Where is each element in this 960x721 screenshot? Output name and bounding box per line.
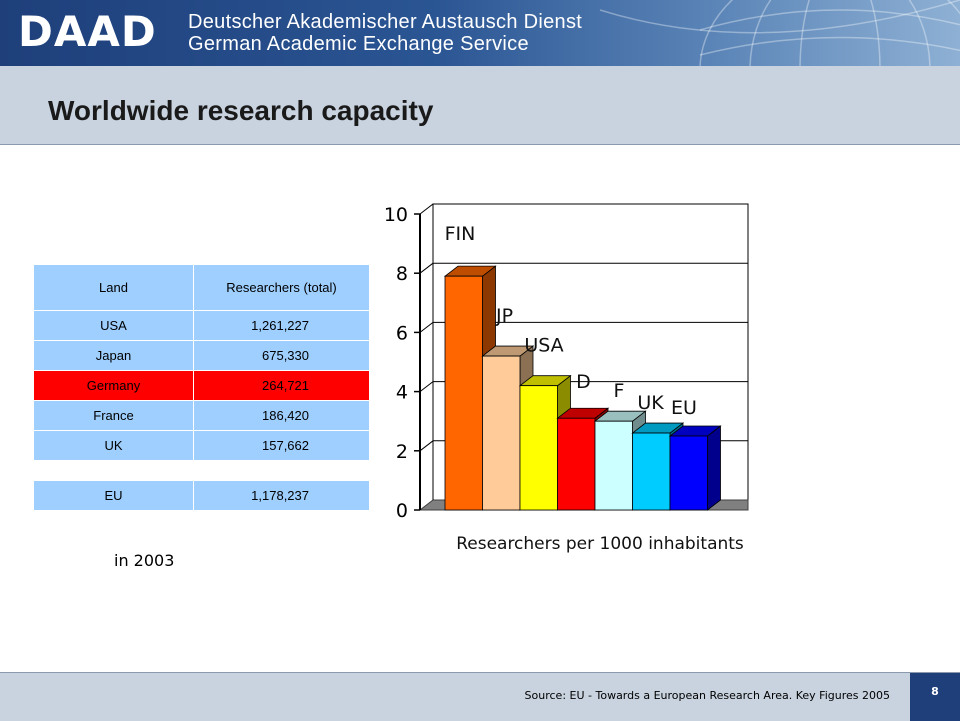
category-label-F: F [614, 380, 625, 402]
column-header-researchers: Researchers (total) [193, 264, 370, 311]
category-label-USA: USA [524, 335, 563, 357]
bar-front [669, 435, 708, 511]
category-label-JP: JP [495, 305, 513, 327]
bars [443, 265, 722, 511]
page-title: Worldwide research capacity [48, 95, 434, 126]
y-tick-label: 2 [396, 441, 408, 463]
category-label-EU: EU [671, 397, 697, 419]
table-row: Japan 675,330 [33, 340, 370, 371]
source-citation: Source: EU - Towards a European Research… [524, 689, 890, 702]
category-labels: FIN JP USA D F UK EU [445, 223, 697, 419]
column-header-land: Land [33, 264, 194, 311]
page-number: 8 [931, 685, 939, 698]
year-note: in 2003 [114, 551, 175, 570]
table-cell-value: 264,721 [193, 370, 370, 401]
bar-front [482, 355, 521, 511]
category-label-D: D [576, 371, 591, 393]
category-label-FIN: FIN [445, 223, 476, 245]
bar-front [444, 275, 483, 511]
globe-graphic-icon [599, 0, 960, 66]
y-tick-label: 0 [396, 500, 408, 522]
title-band: Worldwide research capacity [0, 66, 960, 145]
category-label-UK: UK [637, 392, 664, 414]
table-cell-land: UK [33, 430, 194, 461]
gridline-diagonal [419, 262, 434, 274]
bar-front [519, 385, 558, 511]
table-row: France 186,420 [33, 400, 370, 431]
table-cell-land: USA [33, 310, 194, 341]
org-name-german: Deutscher Akademischer Austausch Dienst [188, 11, 583, 33]
table-cell-land: Japan [33, 340, 194, 371]
bar-EU [668, 425, 722, 511]
y-tick-label: 8 [396, 263, 408, 285]
table-row: USA 1,261,227 [33, 310, 370, 341]
gridline-diagonal [419, 203, 434, 215]
table-row-highlighted: Germany 264,721 [33, 370, 370, 401]
gridline-diagonal [419, 322, 434, 333]
y-tick-label: 4 [396, 382, 408, 404]
table-cell-value: 675,330 [193, 340, 370, 371]
footer: Source: EU - Towards a European Research… [0, 672, 960, 721]
researchers-table: Land Researchers (total) USA 1,261,227 J… [33, 264, 370, 461]
table-cell-value: 1,178,237 [193, 480, 370, 511]
x-axis-label: Researchers per 1000 inhabitants [456, 534, 744, 554]
bar-side [707, 425, 721, 511]
bar-front [632, 432, 671, 511]
header-banner: DAAD Deutscher Akademischer Austausch Di… [0, 0, 960, 66]
y-tick-label: 10 [384, 204, 408, 226]
table-cell-land: Germany [33, 370, 194, 401]
y-tick-label: 6 [396, 322, 408, 344]
table-header-row: Land Researchers (total) [33, 264, 370, 311]
bar-front [557, 417, 596, 511]
org-name-english: German Academic Exchange Service [188, 33, 529, 55]
table-cell-value: 157,662 [193, 430, 370, 461]
table-cell-value: 1,261,227 [193, 310, 370, 341]
bar-front [594, 420, 633, 511]
gridline-diagonal [419, 440, 434, 452]
table-cell-value: 186,420 [193, 400, 370, 431]
table-cell-land: EU [33, 480, 194, 511]
gridline-diagonal [419, 381, 434, 392]
page-number-box: 8 [910, 673, 960, 721]
eu-total-table: EU 1,178,237 [33, 480, 370, 511]
table-row-eu: EU 1,178,237 [33, 480, 370, 511]
researchers-bar-chart: 0 2 4 6 8 10 FIN JP USA D F UK EU Researchers per 1… [384, 203, 749, 554]
table-row: UK 157,662 [33, 430, 370, 461]
daad-logo: DAAD [18, 7, 157, 56]
y-axis: 0 2 4 6 8 10 [384, 204, 434, 522]
table-cell-land: France [33, 400, 194, 431]
